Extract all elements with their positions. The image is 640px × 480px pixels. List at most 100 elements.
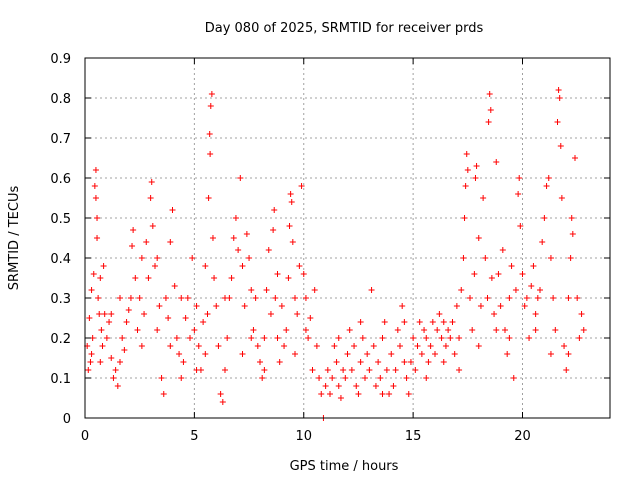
data-point (475, 343, 482, 349)
data-point (366, 367, 373, 373)
data-point (219, 399, 226, 405)
data-point (348, 367, 355, 373)
data-point (202, 263, 209, 269)
data-series-srmtid (84, 87, 587, 421)
data-point (101, 311, 108, 317)
data-point (425, 359, 432, 365)
data-point (318, 391, 325, 397)
data-point (294, 311, 301, 317)
data-point (504, 351, 511, 357)
data-point (94, 235, 101, 241)
data-point (202, 351, 209, 357)
data-point (526, 335, 533, 341)
data-point (85, 367, 92, 373)
data-point (123, 319, 130, 325)
data-point (289, 239, 296, 245)
data-point (340, 367, 347, 373)
y-tick-label: 0.4 (50, 252, 71, 267)
data-point (156, 303, 163, 309)
data-point (313, 343, 320, 349)
data-point (106, 319, 113, 325)
data-point (502, 327, 508, 333)
data-point (132, 275, 139, 281)
data-point (288, 199, 295, 205)
data-point (130, 227, 137, 233)
data-point (460, 255, 467, 261)
data-point (271, 207, 278, 213)
data-point (173, 335, 180, 341)
data-point (195, 343, 202, 349)
data-point (477, 303, 484, 309)
data-point (394, 327, 401, 333)
data-point (87, 359, 94, 365)
data-point (121, 347, 128, 353)
data-point (98, 327, 105, 333)
data-point (92, 195, 99, 201)
data-point (517, 223, 524, 229)
data-point (355, 391, 362, 397)
data-point (497, 303, 504, 309)
data-point (208, 91, 215, 97)
data-point (414, 343, 421, 349)
data-point (487, 107, 494, 113)
data-point (162, 295, 169, 301)
data-point (516, 175, 523, 181)
data-point (331, 343, 338, 349)
data-point (449, 319, 456, 325)
data-point (515, 191, 522, 197)
data-point (556, 95, 563, 101)
x-tick-label: 20 (514, 429, 531, 444)
data-point (213, 303, 220, 309)
data-point (215, 343, 222, 349)
data-point (154, 327, 161, 333)
data-point (545, 175, 552, 181)
data-point (381, 319, 388, 325)
data-point (152, 263, 158, 269)
y-tick-label: 0.8 (50, 92, 71, 107)
data-point (335, 335, 342, 341)
data-point (482, 255, 489, 261)
data-point (372, 383, 379, 389)
data-point (167, 239, 174, 245)
data-point (298, 183, 305, 189)
data-point (143, 239, 150, 245)
y-tick-label: 0.6 (50, 172, 71, 187)
data-point (532, 311, 539, 317)
gridlines (85, 58, 610, 418)
data-point (484, 295, 491, 301)
data-point (506, 295, 513, 301)
y-tick-label: 0.1 (50, 372, 71, 387)
data-point (493, 327, 500, 333)
data-point (103, 335, 110, 341)
x-tick-label: 10 (295, 429, 312, 444)
data-point (281, 343, 288, 349)
data-point (561, 343, 568, 349)
data-point (97, 359, 104, 365)
data-point (287, 191, 294, 197)
data-point (302, 295, 309, 301)
data-point (145, 275, 152, 281)
data-point (261, 367, 268, 373)
data-point (127, 295, 134, 301)
data-point (427, 343, 434, 349)
data-point (222, 295, 228, 301)
data-point (243, 231, 250, 237)
y-tick-label: 0.9 (50, 52, 71, 67)
y-tick-label: 0.7 (50, 132, 71, 147)
data-point (401, 319, 408, 325)
data-point (222, 367, 228, 373)
data-point (537, 287, 543, 293)
data-point (359, 335, 366, 341)
x-tick-label: 0 (81, 429, 89, 444)
data-point (480, 195, 487, 201)
data-point (576, 335, 583, 341)
data-point (149, 223, 156, 229)
data-point (316, 375, 323, 381)
data-point (418, 351, 425, 357)
data-point (207, 151, 214, 157)
data-point (353, 383, 360, 389)
y-tick-label: 0.5 (50, 212, 71, 227)
data-point (274, 271, 281, 277)
chart-title: Day 080 of 2025, SRMTID for receiver prd… (205, 21, 484, 36)
data-point (462, 183, 469, 189)
